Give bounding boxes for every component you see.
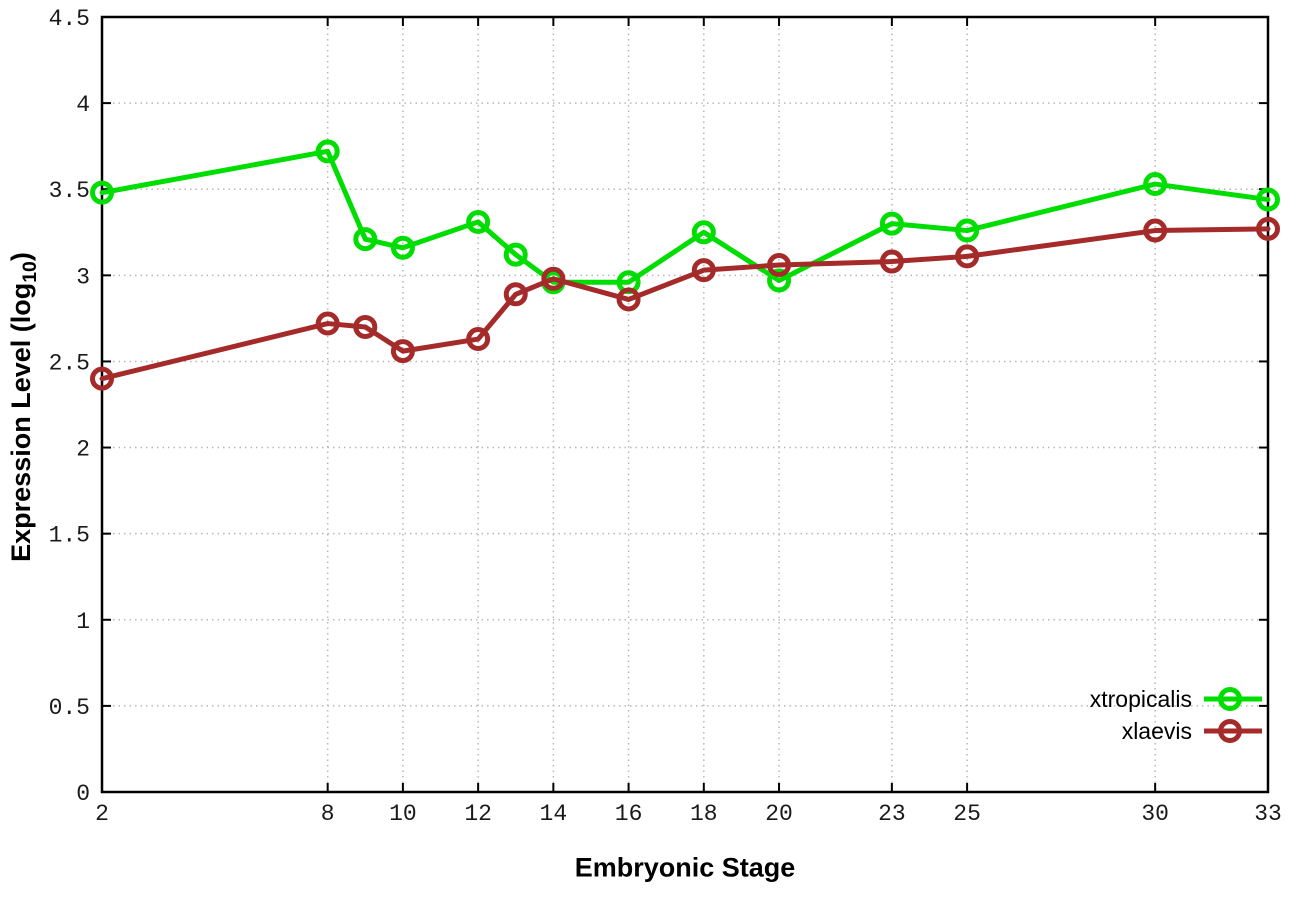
x-axis-title: Embryonic Stage: [574, 852, 796, 883]
x-tick-label: 23: [878, 801, 906, 827]
data-point-xlaevis: [1256, 216, 1280, 241]
data-point-xlaevis: [466, 327, 491, 352]
data-point-xlaevis: [691, 258, 716, 283]
legend-label-xtropicalis: xtropicalis: [1089, 685, 1192, 712]
y-tick-label: 3: [76, 264, 90, 290]
y-tick-label: 4: [76, 92, 90, 118]
legend-entry-xtropicalis: xtropicalis: [1090, 683, 1262, 715]
y-tick-label: 4.5: [49, 6, 90, 32]
data-point-xlaevis: [390, 339, 415, 364]
y-tick-label: 1.5: [49, 523, 90, 549]
x-tick-label: 30: [1141, 801, 1169, 827]
x-tick-label: 16: [615, 801, 643, 827]
y-axis-title-suffix: ): [5, 252, 36, 262]
data-point-xlaevis: [955, 244, 980, 269]
x-tick-label: 33: [1254, 801, 1282, 827]
data-point-xtropicalis: [390, 235, 415, 260]
data-point-xtropicalis: [1256, 187, 1280, 212]
legend-entry-xlaevis: xlaevis: [1090, 715, 1262, 747]
data-point-xlaevis: [879, 249, 904, 274]
y-tick-label: 0.5: [49, 695, 90, 721]
legend-sample-circle: [1218, 719, 1242, 743]
y-tick-label: 2.5: [49, 350, 90, 376]
legend: xtropicalis xlaevis: [1090, 683, 1262, 747]
data-point-xlaevis: [767, 253, 792, 277]
legend-label-xlaevis: xlaevis: [1121, 717, 1192, 744]
data-point-xtropicalis: [466, 209, 491, 234]
x-tick-label: 14: [540, 801, 568, 827]
x-tick-label: 20: [765, 801, 793, 827]
y-tick-label: 3.5: [49, 178, 90, 204]
data-point-xtropicalis: [691, 220, 716, 245]
data-point-xlaevis: [616, 287, 641, 312]
data-point-xtropicalis: [879, 211, 904, 236]
data-point-xtropicalis: [1143, 172, 1168, 197]
y-axis-title: Expression Level (log10): [6, 252, 42, 562]
data-point-xtropicalis: [90, 180, 114, 205]
y-tick-label: 1: [76, 609, 90, 635]
x-tick-label: 18: [690, 801, 718, 827]
data-point-xtropicalis: [503, 242, 528, 267]
legend-sample-circle: [1218, 687, 1242, 711]
y-tick-label: 2: [76, 437, 90, 463]
data-point-xlaevis: [353, 315, 378, 339]
x-tick-label: 8: [321, 801, 335, 827]
y-tick-label: 0: [76, 781, 90, 807]
series-line-xtropicalis: [99, 148, 1271, 285]
x-tick-label: 12: [464, 801, 492, 827]
plot-border: [100, 15, 1270, 794]
data-point-xlaevis: [90, 366, 114, 391]
data-point-xtropicalis: [353, 227, 378, 252]
data-point-xlaevis: [1143, 218, 1168, 243]
data-point-xtropicalis: [955, 218, 980, 243]
series-line-xlaevis: [99, 226, 1271, 382]
x-tick-label: 10: [389, 801, 417, 827]
x-tick-label: 2: [95, 801, 109, 827]
legend-marker-xtropicalis: [1204, 687, 1262, 711]
legend-marker-xlaevis: [1204, 719, 1262, 743]
data-point-xtropicalis: [315, 139, 340, 164]
y-axis-title-text: Expression Level (log: [5, 282, 36, 562]
data-point-xtropicalis: [767, 268, 792, 293]
y-axis-title-subscript: 10: [19, 261, 42, 283]
data-point-xlaevis: [541, 266, 566, 291]
x-tick-label: 25: [953, 801, 981, 827]
data-point-xlaevis: [315, 311, 340, 336]
data-point-xlaevis: [503, 282, 528, 307]
